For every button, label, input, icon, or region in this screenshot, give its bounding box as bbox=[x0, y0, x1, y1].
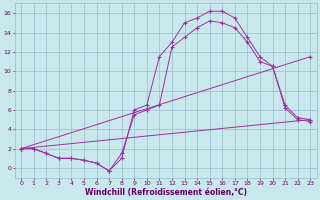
X-axis label: Windchill (Refroidissement éolien,°C): Windchill (Refroidissement éolien,°C) bbox=[85, 188, 247, 197]
